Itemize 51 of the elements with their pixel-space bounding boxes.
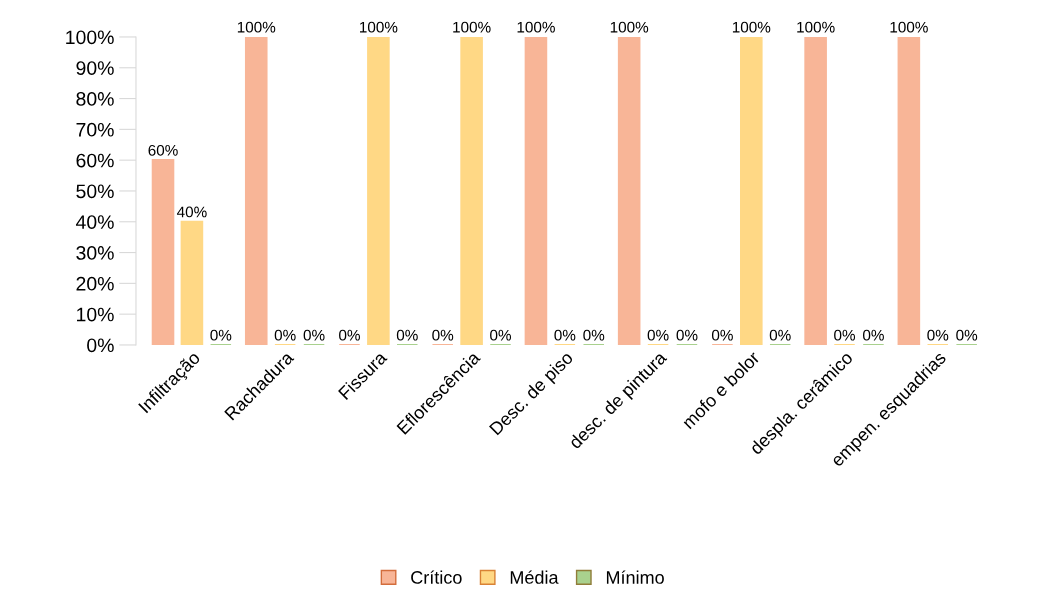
legend-label: Crítico xyxy=(411,570,462,584)
legend-label: Média xyxy=(510,570,559,584)
data-label: 40% xyxy=(176,206,207,218)
data-label: 0% xyxy=(339,329,360,341)
bar xyxy=(740,36,763,345)
data-label: 0% xyxy=(927,329,949,341)
data-label: 0% xyxy=(303,329,325,341)
data-label: 0% xyxy=(583,329,605,341)
y-tick-label: 80% xyxy=(76,92,114,106)
data-label: 100% xyxy=(610,21,649,33)
data-label: 0% xyxy=(862,329,884,341)
data-label: 0% xyxy=(432,329,454,341)
y-tick-label: 40% xyxy=(75,215,114,229)
data-label: 100% xyxy=(797,21,835,33)
bar xyxy=(180,220,204,345)
bar xyxy=(367,36,390,345)
y-tick-label: 30% xyxy=(76,246,114,260)
y-tick-label: 90% xyxy=(76,61,114,75)
data-label: 0% xyxy=(676,329,698,341)
y-tick-label: 60% xyxy=(76,153,114,168)
bar xyxy=(244,36,268,345)
data-label: 0% xyxy=(490,329,512,341)
data-label: 0% xyxy=(210,329,232,341)
data-label: 0% xyxy=(396,329,418,341)
data-label: 0% xyxy=(647,329,669,341)
data-label: 0% xyxy=(554,329,576,341)
data-label: 100% xyxy=(517,21,555,33)
data-label: 100% xyxy=(890,21,928,33)
data-label: 100% xyxy=(453,21,491,33)
data-label: 0% xyxy=(769,329,791,341)
data-label: 0% xyxy=(711,329,733,341)
data-label: 100% xyxy=(360,21,398,33)
data-label: 0% xyxy=(956,329,978,341)
bar xyxy=(151,159,175,345)
y-tick-label: 20% xyxy=(76,276,114,291)
legend-label: Mínimo xyxy=(606,570,664,584)
data-label: 0% xyxy=(274,329,296,341)
y-tick-label: 100% xyxy=(66,30,114,45)
bar xyxy=(524,36,548,345)
data-label: 100% xyxy=(237,21,276,33)
data-label: 60% xyxy=(148,144,178,156)
bar xyxy=(617,36,641,345)
y-tick-label: 50% xyxy=(76,184,114,199)
y-tick-label: 70% xyxy=(76,122,114,137)
data-label: 0% xyxy=(834,329,856,341)
y-tick-label: 10% xyxy=(77,307,114,322)
data-label: 100% xyxy=(732,21,771,33)
y-tick-label: 0% xyxy=(87,338,114,353)
bar xyxy=(804,36,827,345)
bar xyxy=(897,36,921,345)
bar xyxy=(460,36,483,345)
